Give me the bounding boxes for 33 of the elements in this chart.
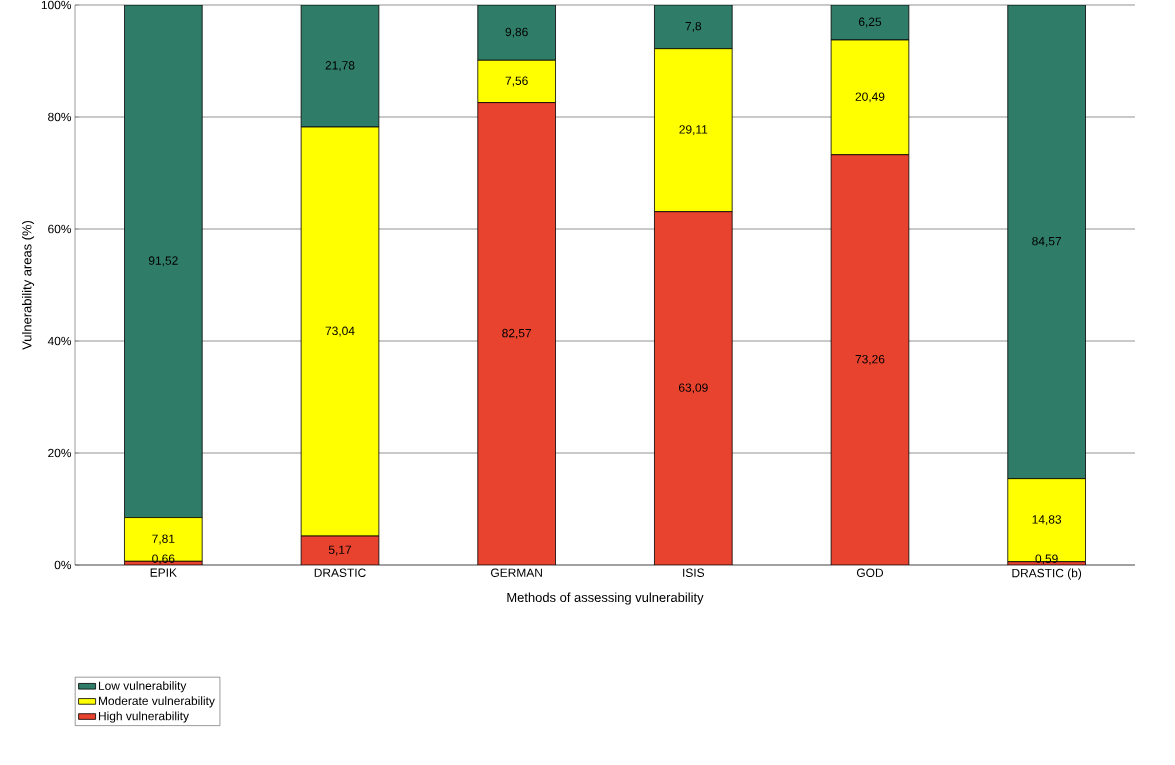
data-label: 6,25 <box>858 17 882 28</box>
data-label: 91,52 <box>148 256 178 267</box>
x-tick-label: DRASTIC (b) <box>1012 568 1082 580</box>
y-tick-label: 60% <box>48 224 72 234</box>
x-tick-label: DRASTIC <box>314 568 366 577</box>
data-label: 21,78 <box>325 61 355 71</box>
data-label: 5,17 <box>328 545 352 556</box>
x-tick-label: EPIK <box>150 568 177 577</box>
legend-label: Moderate vulnerability <box>98 696 215 708</box>
x-tick-label: GOD <box>856 568 884 577</box>
y-tick-label: 100% <box>41 0 72 10</box>
data-label: 20,49 <box>855 92 885 103</box>
y-tick-label: 0% <box>54 560 72 570</box>
data-label: 84,57 <box>1032 236 1061 247</box>
data-label: 82,57 <box>502 328 532 339</box>
data-label: 7,81 <box>152 534 175 545</box>
data-label: 9,86 <box>505 27 528 38</box>
y-tick-label: 20% <box>48 448 72 458</box>
data-label: 7,56 <box>505 76 528 87</box>
data-label: 7,8 <box>685 21 702 32</box>
data-label: 14,83 <box>1032 515 1062 526</box>
y-tick-label: 40% <box>47 336 72 346</box>
x-axis-title: Methods of assessing vulnerability <box>507 592 704 605</box>
data-label: 29,11 <box>679 125 708 136</box>
y-tick-label: 80% <box>48 112 72 122</box>
data-label: 73,04 <box>325 326 355 337</box>
legend-label: High vulnerability <box>98 711 189 723</box>
x-tick-label: ISIS <box>683 568 705 577</box>
legend-label: Low vulnerability <box>98 681 187 693</box>
data-label: 73,26 <box>855 354 885 365</box>
data-label: 63,09 <box>678 383 708 394</box>
x-tick-label: GERMAN <box>491 568 542 577</box>
y-axis-title: Vulnerability areas (%) <box>21 220 35 350</box>
